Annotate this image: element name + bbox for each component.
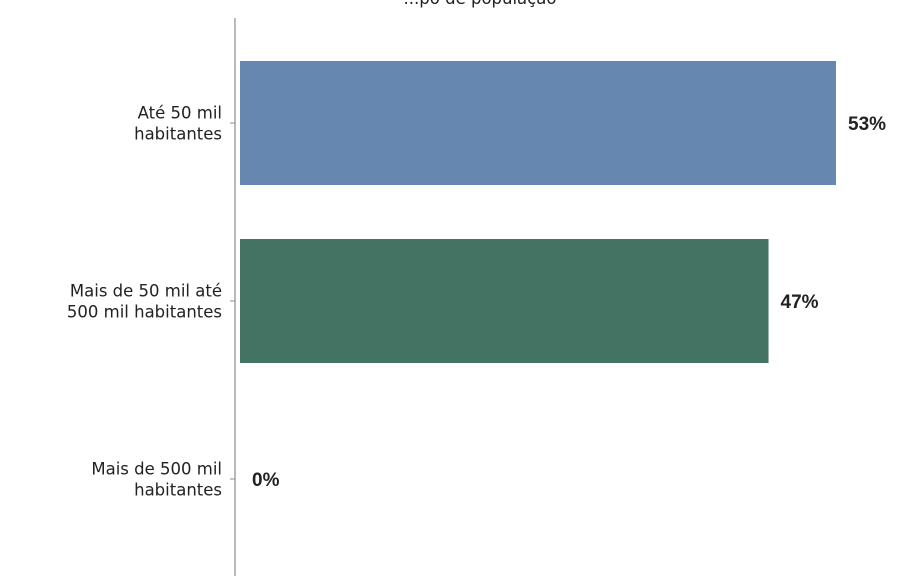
chart-title: ...po de população	[404, 0, 557, 8]
category-label-1: Mais de 50 mil até 500 mil habitantes	[67, 282, 222, 322]
bar-0	[240, 61, 836, 185]
category-label-2: Mais de 500 mil habitantes	[91, 460, 222, 500]
value-label-1: 47%	[781, 292, 819, 313]
bar-1	[240, 239, 769, 363]
value-label-0: 53%	[848, 114, 886, 135]
value-label-2: 0%	[252, 470, 280, 491]
category-label-0: Até 50 mil habitantes	[134, 104, 222, 144]
